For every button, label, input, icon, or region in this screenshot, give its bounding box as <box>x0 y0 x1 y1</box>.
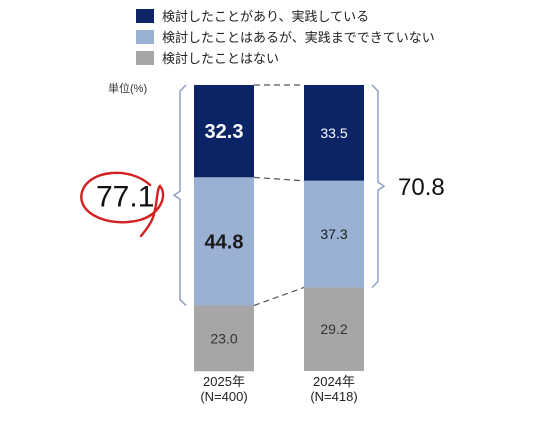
bar-segment <box>194 177 254 306</box>
legend-item: 検討したことはない <box>136 47 435 68</box>
x-tick-label: 2025年 <box>203 374 245 389</box>
data-label: 33.5 <box>320 125 347 141</box>
legend-item: 検討したことがあり、実践している <box>136 5 435 26</box>
bar-segment <box>304 287 364 371</box>
data-label: 32.3 <box>205 121 244 143</box>
total-label-2025: 77.1 <box>96 180 154 213</box>
legend-label: 検討したことはあるが、実践までできていない <box>162 30 435 45</box>
bracket-2024 <box>371 84 386 289</box>
data-label: 44.8 <box>205 231 244 253</box>
legend-swatch <box>136 8 154 23</box>
red-circle-annotation <box>80 171 165 238</box>
unit-label: 単位(%) <box>108 83 148 95</box>
bar-segment <box>304 85 364 181</box>
legend: 検討したことがあり、実践している 検討したことはあるが、実践までできていない 検… <box>136 5 435 68</box>
x-tick-label: (N=400) <box>200 389 247 404</box>
bracket-2025 <box>172 84 187 307</box>
bar-segment <box>304 180 364 288</box>
data-label: 37.3 <box>320 226 347 242</box>
bar-segment <box>194 305 254 372</box>
data-label: 23.0 <box>210 330 237 346</box>
legend-swatch <box>136 50 154 65</box>
total-label-2024: 70.8 <box>398 174 445 201</box>
connector-line <box>253 176 305 182</box>
x-tick-label: 2024年 <box>313 374 355 389</box>
x-tick-label: (N=418) <box>310 389 357 404</box>
legend-swatch <box>136 29 154 44</box>
legend-label: 検討したことはない <box>162 51 280 66</box>
data-label: 29.2 <box>320 321 347 337</box>
connector-line <box>253 286 305 307</box>
legend-item: 検討したことはあるが、実践までできていない <box>136 26 435 47</box>
legend-label: 検討したことがあり、実践している <box>162 9 370 24</box>
bar-segment <box>194 85 254 178</box>
